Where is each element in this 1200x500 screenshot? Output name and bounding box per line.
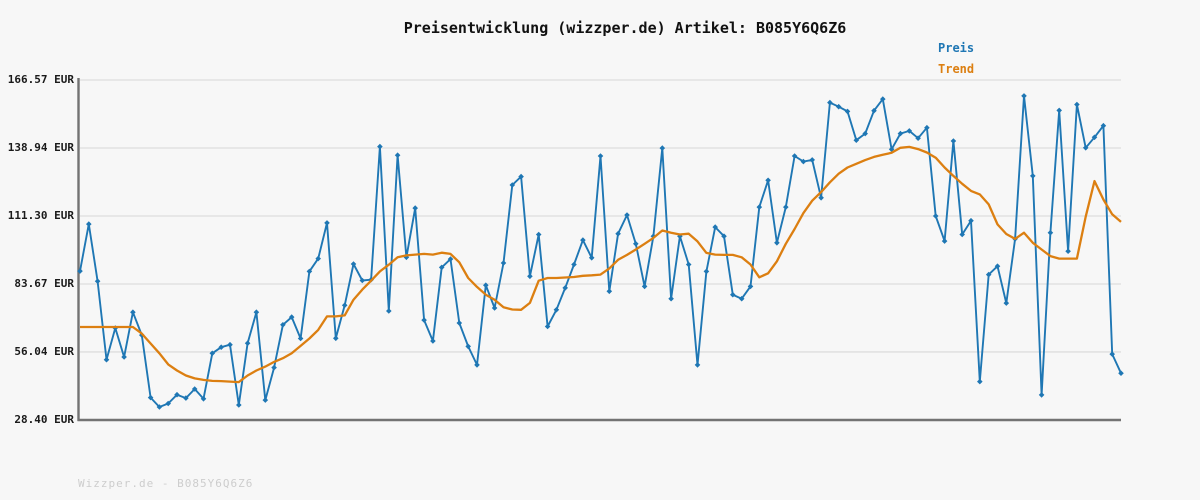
chart-legend: Preis Trend <box>938 38 974 80</box>
trend-line <box>80 145 1122 384</box>
chart-title: Preisentwicklung (wizzper.de) Artikel: B… <box>403 19 847 37</box>
price-line <box>79 94 1122 408</box>
y-tick-label: 28.40 EUR <box>14 413 74 426</box>
y-tick-label: 83.67 EUR <box>14 276 74 290</box>
y-tick-label: 111.30 EUR <box>7 209 74 222</box>
legend-item-trend: Trend <box>938 62 975 76</box>
y-tick-label: 166.57 EUR <box>7 73 74 86</box>
y-tick-label: 56.04 EUR <box>14 344 74 358</box>
y-tick-label: 138.94 EUR <box>7 140 74 154</box>
legend-item-preis: Preis <box>938 41 975 55</box>
price-markers <box>77 93 1124 410</box>
watermark-text: Wizzper.de - B085Y6Q6Z6 <box>78 477 254 490</box>
